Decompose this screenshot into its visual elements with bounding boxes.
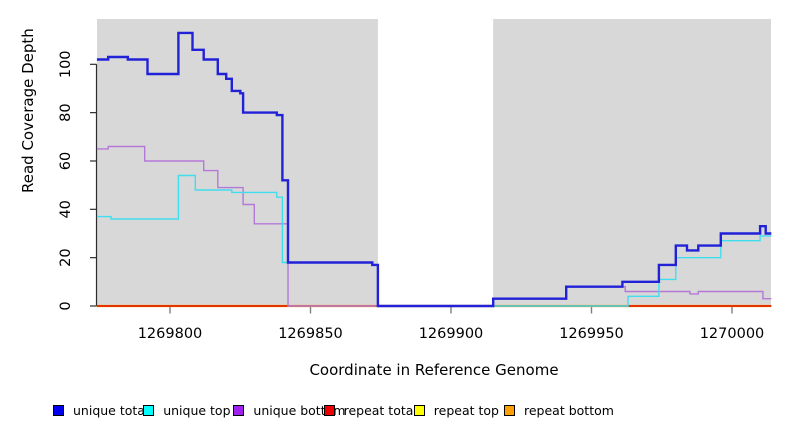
legend-label: unique total <box>73 402 149 418</box>
x-tick-label: 1269900 <box>419 326 484 342</box>
y-tick-label: 100 <box>58 50 74 78</box>
legend-swatch-icon <box>53 404 64 416</box>
y-tick-label: 20 <box>58 248 74 266</box>
legend-label: unique bottom <box>253 402 346 418</box>
series-line-unique-total <box>96 31 772 308</box>
y-tick-label: 40 <box>58 200 74 218</box>
legend-swatch-icon <box>233 404 245 416</box>
legend-label: repeat total <box>343 402 417 418</box>
legend-item-unique-bottom: unique bottom <box>233 401 345 419</box>
legend-label: repeat bottom <box>524 402 614 418</box>
y-tick-label: 80 <box>58 103 74 121</box>
legend-item-unique-top: unique top <box>143 401 231 419</box>
legend-item-repeat-total: repeat total <box>323 401 417 419</box>
legend-item-unique-total: unique total <box>53 401 148 419</box>
legend-swatch-icon <box>504 404 515 416</box>
series-line-unique-bottom <box>96 145 772 307</box>
y-tick-label: 0 <box>58 301 74 310</box>
y-tick-label: 60 <box>58 152 74 170</box>
x-tick-label: 1269950 <box>559 326 624 342</box>
y-axis-title-text: Read Coverage Depth <box>19 28 37 193</box>
x-axis-title: Coordinate in Reference Genome <box>309 361 559 379</box>
x-tick-label: 1270000 <box>700 326 765 342</box>
x-tick-label: 1269800 <box>138 326 203 342</box>
legend-swatch-icon <box>143 404 155 416</box>
legend-label: repeat top <box>433 402 499 418</box>
legend: unique total unique top unique bottom repea… <box>0 401 792 423</box>
legend-item-repeat-top: repeat top <box>413 401 499 419</box>
legend-swatch-icon <box>413 404 425 416</box>
legend-label: unique top <box>163 402 231 418</box>
legend-swatch-icon <box>323 404 335 416</box>
y-axis-title: Read Coverage Depth <box>19 28 37 193</box>
x-tick-label: 1269850 <box>278 326 343 342</box>
legend-item-repeat-bottom: repeat bottom <box>504 401 614 419</box>
gap-band <box>377 19 494 307</box>
